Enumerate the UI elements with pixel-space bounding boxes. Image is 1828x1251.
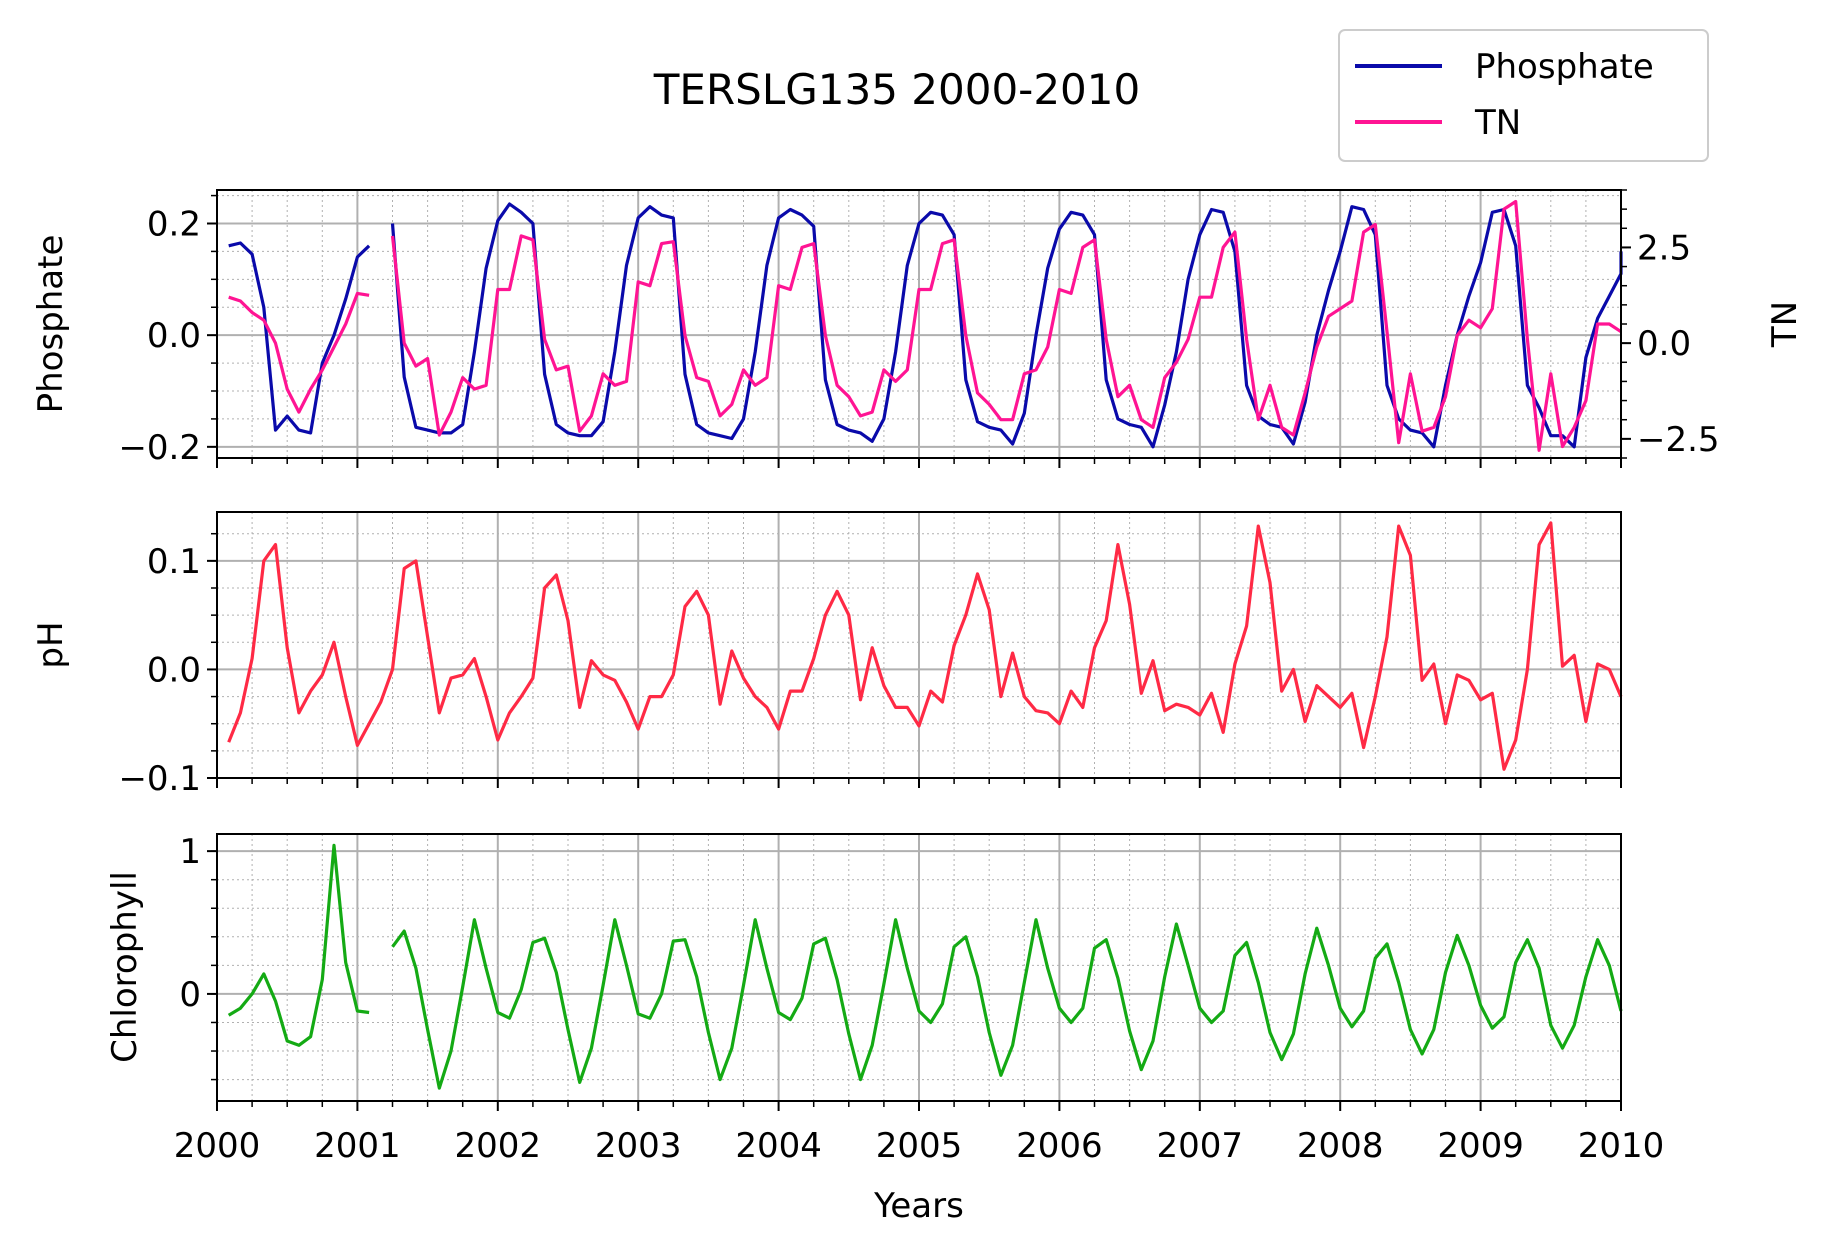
y-axis-label-ph: pH (31, 621, 71, 668)
y-axis-label-chlorophyll: Chlorophyll (105, 871, 145, 1063)
panel-phosphate-tn: 0.2 0.0 −0.2 2.5 0.0 −2.5 Phosphate TN (31, 189, 1805, 468)
y-tick-label: 0.2 (147, 205, 201, 245)
panel-ph: 0.1 0.0 −0.1 pH (31, 511, 1623, 799)
panel-1-series (228, 199, 1623, 452)
y-tick-label: 0.1 (147, 542, 201, 582)
x-axis-ticks: 2000 2001 2002 2003 2004 2005 2006 2007 2008 2009… (174, 1126, 1665, 1166)
series-line-chlorophyll (391, 918, 1623, 1090)
y-tick-label: −0.2 (118, 428, 201, 468)
series-line-tn (390, 199, 1622, 452)
y-tick-label: 0.0 (147, 650, 201, 690)
y2-tick-label: −2.5 (1637, 420, 1720, 460)
x-tick-label: 2002 (455, 1126, 542, 1166)
y2-tick-label: 2.5 (1637, 228, 1691, 268)
x-tick-label: 2000 (174, 1126, 261, 1166)
x-tick-label: 2005 (876, 1126, 963, 1166)
series-line-chlorophyll (227, 843, 370, 1047)
x-tick-label: 2004 (735, 1126, 822, 1166)
panel-2-frame (216, 511, 1622, 779)
panel-chlorophyll: 1 0 Chlorophyll (105, 832, 1623, 1111)
series-line-ph (227, 521, 1623, 771)
legend: Phosphate TN (1338, 29, 1709, 162)
y-tick-label: 0.0 (147, 316, 201, 356)
x-tick-label: 2006 (1016, 1126, 1103, 1166)
x-tick-label: 2003 (595, 1126, 682, 1166)
y-tick-label: 0 (179, 975, 201, 1015)
x-tick-label: 2010 (1578, 1126, 1665, 1166)
y-tick-label: 1 (179, 832, 201, 872)
panel-1-frame (216, 189, 1622, 459)
series-line-phosphate (390, 202, 1623, 449)
series-line-phosphate (228, 241, 371, 435)
chart-title: TERSLG135 2000-2010 (653, 65, 1140, 114)
panel-3-grid (216, 834, 1622, 1101)
x-tick-label: 2007 (1157, 1126, 1244, 1166)
y-axis-label-phosphate: Phosphate (31, 235, 71, 414)
y-tick-label: −0.1 (118, 759, 201, 799)
legend-label-tn: TN (1474, 103, 1521, 143)
x-tick-label: 2009 (1437, 1126, 1524, 1166)
legend-label-phosphate: Phosphate (1475, 47, 1654, 87)
panel-3-series (227, 843, 1623, 1090)
panel-3-frame (216, 833, 1622, 1102)
x-tick-label: 2001 (314, 1126, 401, 1166)
x-axis-label: Years (873, 1186, 964, 1226)
legend-box (1338, 29, 1709, 162)
panel-2-series (227, 521, 1623, 771)
y-axis-label-tn: TN (1765, 301, 1805, 348)
x-tick-label: 2008 (1297, 1126, 1384, 1166)
series-line-tn (228, 291, 370, 414)
panel-1-ticks: 0.2 0.0 −0.2 2.5 0.0 −2.5 (118, 189, 1720, 468)
y2-tick-label: 0.0 (1637, 324, 1691, 364)
